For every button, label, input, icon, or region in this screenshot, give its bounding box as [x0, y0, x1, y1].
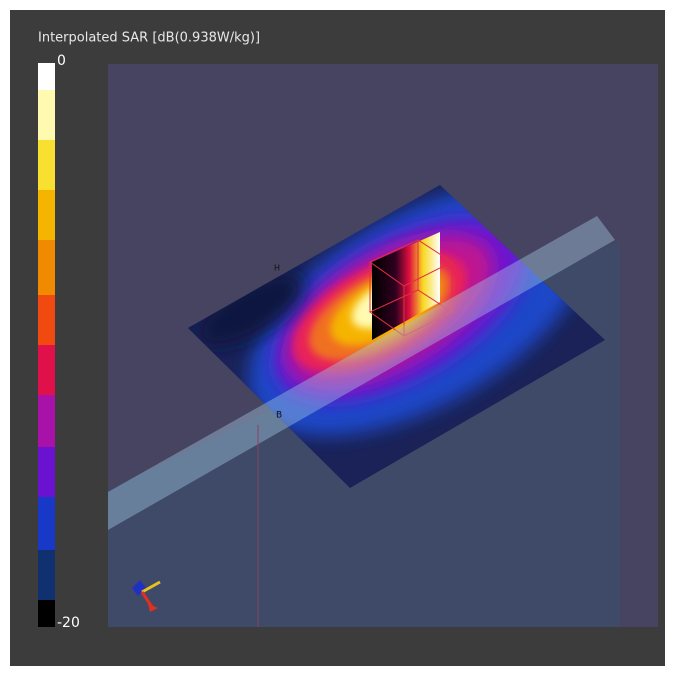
colorbar-min-label: -20 [57, 615, 80, 631]
colorbar-title: Interpolated SAR [dB(0.938W/kg)] [38, 31, 260, 46]
marker-b: B [276, 411, 282, 421]
marker-h: H [274, 264, 280, 273]
sar-slice [372, 232, 440, 340]
device-box [369, 239, 454, 337]
axis-gizmo [132, 580, 161, 612]
phantom-shell [108, 216, 615, 530]
colorbar-max-label: 0 [57, 53, 66, 69]
colorbar [38, 63, 55, 627]
